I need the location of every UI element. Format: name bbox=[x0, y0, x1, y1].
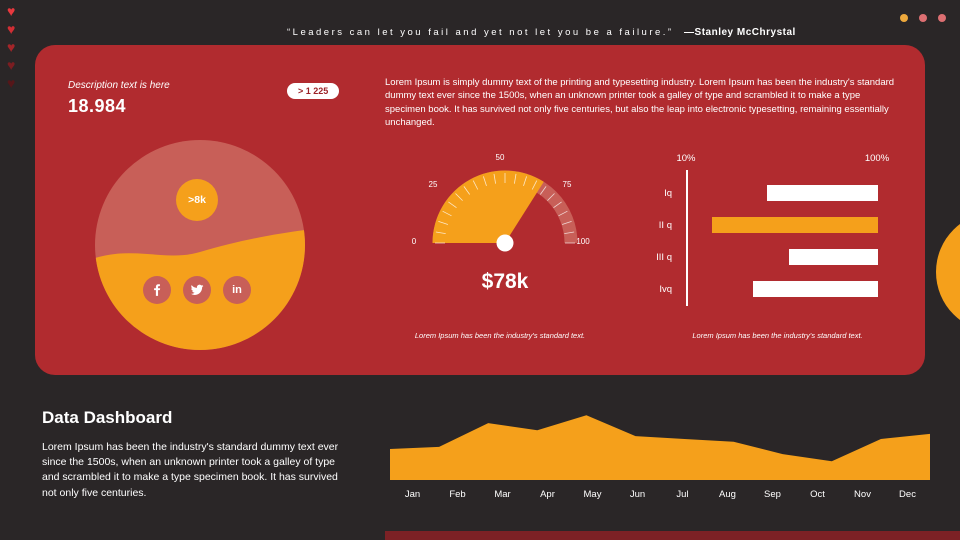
quote-author: —Stanley McChrystal bbox=[684, 27, 796, 38]
month-label: Aug bbox=[719, 489, 736, 500]
gauge-tick bbox=[539, 186, 547, 195]
bar bbox=[753, 281, 878, 297]
linkedin-icon[interactable]: in bbox=[223, 276, 251, 304]
corner-dot bbox=[938, 14, 946, 22]
gauge-tick bbox=[547, 193, 555, 201]
bar bbox=[711, 217, 878, 233]
bar-category-label: III q bbox=[656, 251, 672, 263]
bar-category-label: Iq bbox=[664, 187, 672, 199]
area-path bbox=[390, 415, 930, 480]
month-label: Jun bbox=[629, 489, 646, 500]
bar-row: II q bbox=[640, 209, 878, 241]
bar-axis-line bbox=[686, 170, 688, 306]
bar-axis-min-label: 10% bbox=[676, 153, 696, 164]
month-label: Apr bbox=[540, 489, 555, 500]
month-label: Mar bbox=[494, 489, 511, 500]
pie-chart bbox=[95, 140, 305, 350]
bar-track bbox=[680, 281, 878, 297]
month-label: Jan bbox=[404, 489, 421, 500]
gauge-tick bbox=[438, 221, 449, 225]
section-paragraph: Lorem Ipsum has been the industry's stan… bbox=[42, 441, 339, 499]
panel-paragraph: Lorem Ipsum is simply dummy text of the … bbox=[385, 77, 895, 129]
corner-dot bbox=[919, 14, 927, 22]
bar-category-label: Ivq bbox=[659, 283, 672, 295]
gauge-tick bbox=[493, 173, 496, 184]
gauge-value: $78k bbox=[481, 270, 529, 293]
gauge-tick bbox=[463, 186, 471, 195]
gauge-tick bbox=[561, 221, 572, 225]
area-chart bbox=[390, 415, 930, 480]
stat-description: Description text is here bbox=[68, 80, 170, 91]
side-accent-circle bbox=[936, 212, 960, 332]
gauge-tick bbox=[531, 180, 538, 190]
hearts-column: ♥ ♥ ♥ ♥ ♥ bbox=[7, 4, 15, 90]
gauge-tick bbox=[472, 180, 479, 190]
heart-icon: ♥ bbox=[7, 3, 16, 19]
gauge-tick bbox=[564, 231, 575, 234]
gauge-tick-label-50: 50 bbox=[495, 153, 505, 162]
gauge-tick-label-75: 75 bbox=[562, 180, 572, 189]
bar-track bbox=[680, 249, 878, 265]
gauge-tick bbox=[455, 193, 463, 201]
heart-icon: ♥ bbox=[7, 75, 16, 91]
stat-block: Description text is here 18.984 bbox=[68, 80, 170, 117]
bar-category-label: II q bbox=[658, 219, 672, 231]
gauge-ticks bbox=[435, 173, 575, 244]
gauge-tick bbox=[435, 231, 446, 234]
bar bbox=[767, 185, 878, 201]
bar-row: Ivq bbox=[640, 273, 878, 305]
month-label: Oct bbox=[810, 489, 825, 500]
bar bbox=[788, 249, 878, 265]
gauge-tick bbox=[448, 201, 457, 209]
month-label: Feb bbox=[449, 489, 466, 500]
corner-dot bbox=[900, 14, 908, 22]
bar-track bbox=[680, 217, 878, 233]
gauge-tick bbox=[523, 176, 527, 187]
gauge-tick bbox=[514, 173, 517, 184]
pie-center-label: >8k bbox=[176, 179, 218, 221]
social-row: in bbox=[143, 276, 251, 304]
linkedin-glyph: in bbox=[232, 284, 242, 296]
gauge-tick bbox=[483, 176, 487, 187]
bar-row: III q bbox=[640, 241, 878, 273]
bottom-strip bbox=[385, 531, 960, 540]
heart-icon: ♥ bbox=[7, 57, 16, 73]
quote-text: “Leaders can let you fail and yet not le… bbox=[287, 27, 674, 38]
bar-axis-max-label: 100% bbox=[864, 153, 890, 164]
gauge-svg bbox=[432, 170, 578, 252]
corner-dots bbox=[900, 14, 946, 22]
facebook-icon[interactable] bbox=[143, 276, 171, 304]
bar-row: Iq bbox=[640, 177, 878, 209]
gauge-tick-label-0: 0 bbox=[411, 237, 417, 246]
bars-caption: Lorem Ipsum has been the industry's stan… bbox=[692, 331, 863, 340]
month-label: May bbox=[583, 489, 602, 500]
gauge-tick bbox=[558, 210, 568, 217]
twitter-glyph bbox=[190, 284, 204, 295]
section-title: Data Dashboard bbox=[42, 408, 173, 427]
dashboard-panel: Description text is here 18.984 > 1 225 … bbox=[35, 45, 925, 375]
gauge-tick bbox=[442, 210, 452, 217]
gauge-tick-label-100: 100 bbox=[576, 237, 590, 246]
month-label: Sep bbox=[764, 489, 781, 500]
bar-track bbox=[680, 185, 878, 201]
bar-chart-rows: Iq II q III q Ivq bbox=[640, 177, 878, 305]
twitter-icon[interactable] bbox=[183, 276, 211, 304]
gauge-tick bbox=[553, 201, 562, 209]
quote-row: “Leaders can let you fail and yet not le… bbox=[287, 22, 796, 40]
month-label: Dec bbox=[899, 489, 916, 500]
month-label: Jul bbox=[676, 489, 689, 500]
heart-icon: ♥ bbox=[7, 39, 16, 55]
gauge-knob bbox=[496, 234, 514, 252]
heart-icon: ♥ bbox=[7, 21, 16, 37]
stat-badge: > 1 225 bbox=[287, 83, 340, 99]
gauge-caption: Lorem Ipsum has been the industry's stan… bbox=[414, 331, 586, 340]
facebook-glyph bbox=[154, 284, 161, 296]
gauge-tick-label-25: 25 bbox=[428, 180, 438, 189]
month-label: Nov bbox=[854, 489, 871, 500]
month-labels: Jan Feb Mar Apr May Jun Jul Aug Sep Oct Nov Dec bbox=[390, 489, 930, 500]
stat-value: 18.984 bbox=[68, 96, 127, 116]
gauge-fill bbox=[432, 170, 544, 243]
